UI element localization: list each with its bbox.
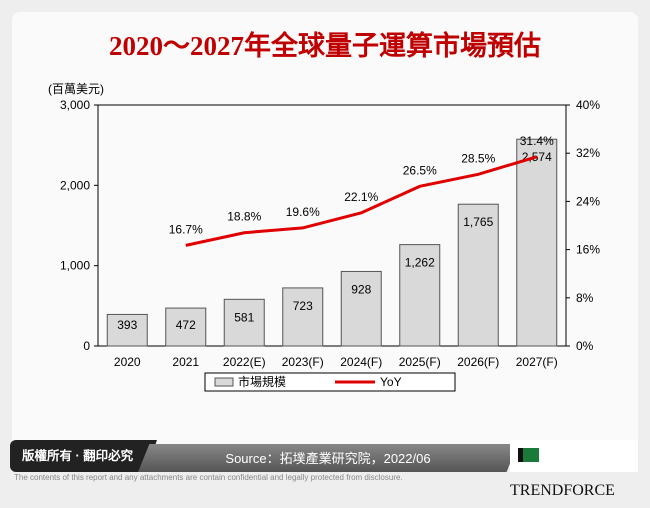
bar (106, 313, 148, 347)
y2-tick-label: 40% (576, 98, 600, 112)
y2-tick-label: 8% (576, 291, 594, 305)
x-tick-label: 2023(F) (282, 355, 324, 369)
bar-label: 1,262 (405, 256, 435, 270)
copyright: 版權所有 · 翻印必究 (10, 440, 157, 472)
x-tick-label: 2021 (172, 355, 199, 369)
line-label: 31.4% (520, 134, 554, 148)
chart: (百萬美元) 0 1,000 2,000 3,000 0% 8% 16% 24% 32% 40% 20… (48, 82, 600, 392)
x-tick-label: 2022(E) (223, 355, 266, 369)
chart-title: 2020～2027年全球量子運算市場預估 (109, 31, 541, 61)
bar (223, 298, 265, 347)
line-label: 16.7% (169, 222, 203, 236)
x-tick-label: 2026(F) (457, 355, 499, 369)
y2-tick-label: 16% (576, 243, 600, 257)
x-tick-label: 2024(F) (340, 355, 382, 369)
line-label: 19.6% (286, 205, 320, 219)
bar (282, 287, 324, 347)
y-tick-label: 1,000 (60, 259, 90, 273)
y-tick-label: 2,000 (60, 178, 90, 192)
x-tick-label: 2025(F) (399, 355, 441, 369)
bar-label: 581 (234, 310, 254, 324)
bar (340, 270, 382, 347)
bar-label: 393 (117, 318, 137, 332)
y2-tick-label: 32% (576, 146, 600, 160)
bar (516, 138, 558, 347)
line-label: 28.5% (461, 151, 495, 165)
line-label: 26.5% (403, 163, 437, 177)
x-tick-label: 2027(F) (516, 355, 558, 369)
legend-bar-label: 市場規模 (238, 374, 286, 389)
bar (457, 203, 499, 347)
legend-bar-swatch (214, 377, 234, 387)
y-tick-label: 3,000 (60, 98, 90, 112)
bar-label: 472 (176, 318, 196, 332)
yoy-line (185, 155, 538, 247)
bar-label: 928 (351, 282, 371, 296)
source: Source：拓墣產業研究院，2022/06 (138, 444, 518, 472)
trendforce-logo: TRENDFORCE (510, 440, 638, 499)
x-tick-label: 2020 (114, 355, 141, 369)
bar-label: 723 (293, 299, 313, 313)
bar (399, 244, 441, 347)
legend-line-label: YoY (380, 375, 402, 389)
footer: 版權所有 · 翻印必究 Source：拓墣產業研究院，2022/06 TREND… (0, 440, 650, 499)
disclaimer: The contents of this report and any atta… (14, 473, 403, 482)
y-tick-label: 0 (83, 339, 90, 353)
line-label: 22.1% (344, 190, 378, 204)
y2-tick-label: 24% (576, 194, 600, 208)
plot-area (97, 104, 567, 347)
logo-icon (518, 448, 539, 462)
bar-label: 2,574 (522, 150, 552, 164)
y2-tick-label: 0% (576, 339, 594, 353)
bar (165, 307, 207, 347)
y-axis-title: (百萬美元) (48, 82, 104, 96)
line-label: 18.8% (227, 210, 261, 224)
legend (204, 372, 456, 392)
bar-label: 1,765 (463, 215, 493, 229)
